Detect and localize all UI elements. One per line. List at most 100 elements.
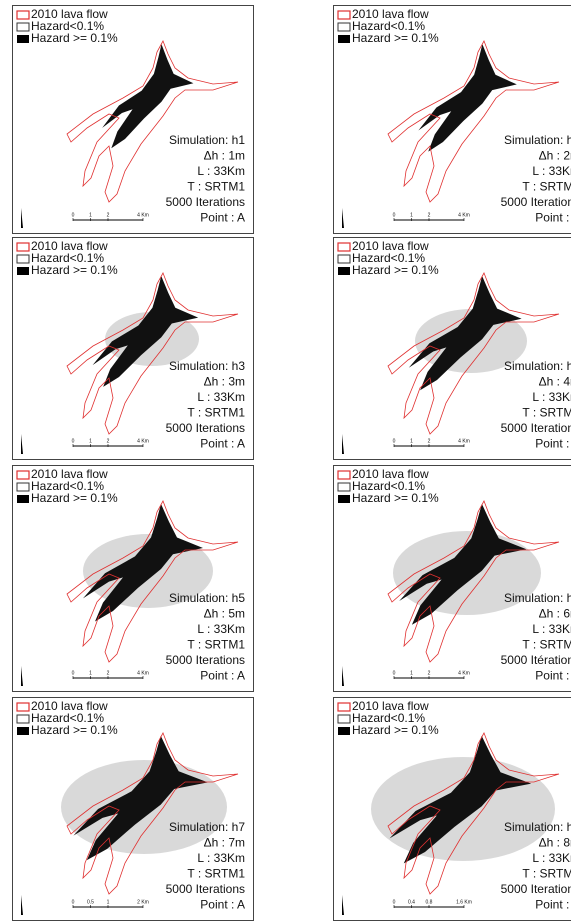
scale-label: 4 Km: [137, 212, 149, 218]
scale-label: 2: [107, 212, 110, 218]
simulation-info: T : SRTM1: [187, 638, 245, 652]
scale-label: 0.8: [426, 899, 433, 905]
simulation-info: Point : A: [200, 669, 245, 683]
legend-swatch: [17, 483, 29, 491]
legend-swatch: [338, 243, 350, 251]
scale-label: 1: [410, 670, 413, 676]
north-arrow: [21, 666, 23, 686]
simulation-info: Simulation: h3: [169, 359, 245, 373]
legend-swatch: [338, 255, 350, 263]
legend-swatch: [17, 495, 29, 503]
simulation-info: Δh : 2m: [539, 149, 571, 163]
simulation-info: L : 33Km: [532, 164, 571, 178]
page: {"panels": [ {"legend": ["2010 lava flow…: [0, 0, 571, 921]
north-arrow: [342, 208, 344, 228]
legend-swatch: [17, 703, 29, 711]
legend-label: Hazard >= 0.1%: [31, 723, 118, 737]
scale-label: 1: [410, 438, 413, 444]
legend-swatch: [338, 35, 350, 43]
legend-label: Hazard >= 0.1%: [31, 31, 118, 45]
scale-label: 2: [107, 670, 110, 676]
map-panel: 2010 lava flowHazard<0.1%Hazard >= 0.1%S…: [333, 697, 571, 921]
map: 2010 lava flowHazard<0.1%Hazard >= 0.1%S…: [334, 698, 571, 920]
legend-swatch: [338, 715, 350, 723]
legend-swatch: [17, 267, 29, 275]
simulation-info: L : 33Km: [197, 622, 245, 636]
simulation-info: T : SRTM1: [522, 406, 571, 420]
legend-swatch: [17, 23, 29, 31]
simulation-info: T : SRTM1: [522, 638, 571, 652]
map: 2010 lava flowHazard<0.1%Hazard >= 0.1%S…: [13, 698, 253, 920]
legend-swatch: [17, 35, 29, 43]
scale-label: 2: [107, 438, 110, 444]
simulation-info: Point : A: [535, 669, 571, 683]
high-hazard-area: [418, 44, 516, 152]
simulation-info: 5000 Iterations: [501, 195, 571, 209]
simulation-info: Point : A: [535, 211, 571, 225]
legend-swatch: [17, 715, 29, 723]
legend-swatch: [17, 727, 29, 735]
scale-label: 0: [393, 670, 396, 676]
simulation-info: Δh : 8m: [539, 836, 571, 850]
simulation-info: T : SRTM1: [187, 406, 245, 420]
simulation-info: Point : A: [200, 898, 245, 912]
legend-swatch: [17, 255, 29, 263]
legend-swatch: [338, 11, 350, 19]
simulation-info: Δh : 4m: [539, 375, 571, 389]
simulation-info: 5000 Iterations: [166, 421, 245, 435]
simulation-info: Simulation: h6: [504, 591, 571, 605]
north-arrow: [342, 895, 344, 915]
simulation-info: Simulation: h1: [169, 133, 245, 147]
legend-swatch: [338, 471, 350, 479]
legend-label: Hazard >= 0.1%: [352, 31, 439, 45]
simulation-info: Δh : 7m: [204, 836, 245, 850]
scale-label: 2: [428, 212, 431, 218]
map-panel: 2010 lava flowHazard<0.1%Hazard >= 0.1%S…: [12, 465, 254, 692]
scale-label: 2: [428, 438, 431, 444]
simulation-info: L : 33Km: [197, 164, 245, 178]
scale-label: 1: [89, 212, 92, 218]
scale-label: 0: [393, 438, 396, 444]
simulation-info: Simulation: h7: [169, 820, 245, 834]
legend-swatch: [17, 471, 29, 479]
simulation-info: Point : A: [200, 437, 245, 451]
scale-label: 0: [393, 212, 396, 218]
legend-swatch: [338, 727, 350, 735]
scale-label: 4 Km: [458, 670, 470, 676]
north-arrow: [21, 434, 23, 454]
simulation-info: Δh : 1m: [204, 149, 245, 163]
legend-swatch: [17, 243, 29, 251]
hazard-area: [418, 44, 516, 152]
simulation-info: L : 33Km: [197, 851, 245, 865]
simulation-info: 5000 Iterations: [501, 421, 571, 435]
scale-label: 4 Km: [458, 438, 470, 444]
simulation-info: Point : A: [200, 211, 245, 225]
scale-label: 0: [72, 212, 75, 218]
north-arrow: [342, 666, 344, 686]
scale-label: 4 Km: [458, 212, 470, 218]
simulation-info: Δh : 6m: [539, 607, 571, 621]
scale-label: 2 Km: [137, 899, 149, 905]
scale-label: 1.6 Km: [456, 899, 472, 905]
legend-swatch: [338, 23, 350, 31]
map-panel: 2010 lava flowHazard<0.1%Hazard >= 0.1%S…: [12, 697, 254, 921]
legend-swatch: [17, 11, 29, 19]
simulation-info: T : SRTM1: [187, 867, 245, 881]
legend-swatch: [338, 495, 350, 503]
simulation-info: L : 33Km: [532, 390, 571, 404]
scale-label: 0: [72, 438, 75, 444]
legend-swatch: [338, 703, 350, 711]
legend-label: Hazard >= 0.1%: [31, 263, 118, 277]
simulation-info: Δh : 5m: [204, 607, 245, 621]
simulation-info: 5000 Iterations: [501, 882, 571, 896]
simulation-info: Simulation: h8: [504, 820, 571, 834]
simulation-info: L : 33Km: [197, 390, 245, 404]
simulation-info: Simulation: h5: [169, 591, 245, 605]
scale-label: 1: [107, 899, 110, 905]
